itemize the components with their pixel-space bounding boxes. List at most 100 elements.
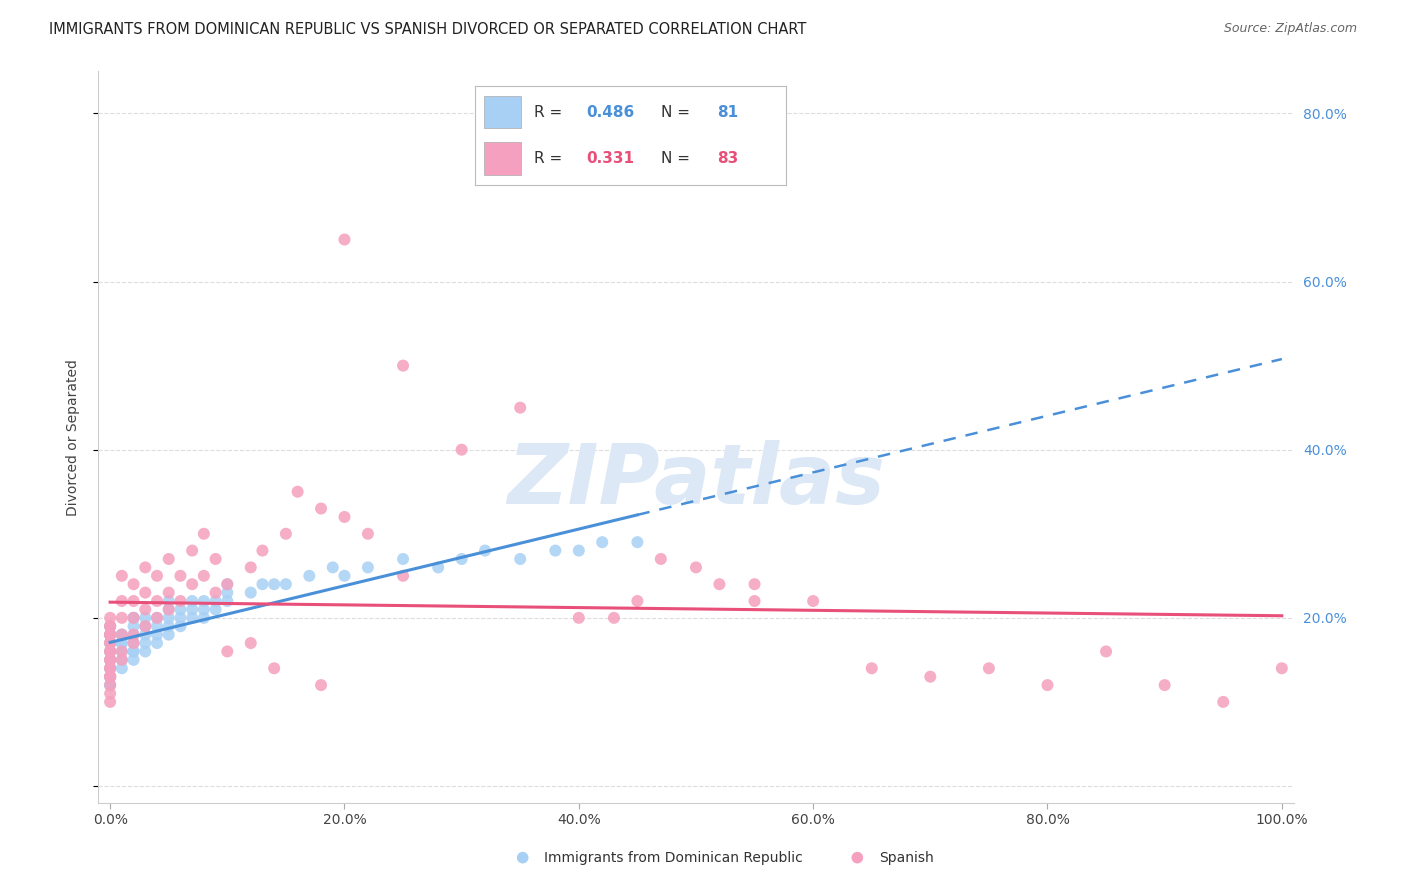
Point [169,611,191,625]
Point [146,611,169,625]
Point [111,636,134,650]
Point [134,611,156,625]
Point [217,577,239,591]
Point [169,594,191,608]
Point [392,552,415,566]
Y-axis label: Divorced or Separated: Divorced or Separated [66,359,80,516]
Point [98,686,121,700]
Point [263,577,285,591]
Point [1212,695,1234,709]
Point [98,670,121,684]
Point [801,594,824,608]
Point [357,526,380,541]
Point [146,594,169,608]
Point [98,644,121,658]
Point [193,611,215,625]
Point [842,842,865,856]
Point [157,552,180,566]
Point [122,619,145,633]
Point [193,602,215,616]
Text: IMMIGRANTS FROM DOMINICAN REPUBLIC VS SPANISH DIVORCED OR SEPARATED CORRELATION : IMMIGRANTS FROM DOMINICAN REPUBLIC VS SP… [49,22,807,37]
Text: ZIPatlas: ZIPatlas [508,441,884,522]
Point [98,653,121,667]
Point [98,644,121,658]
Point [134,619,156,633]
Point [650,552,672,566]
Point [111,653,134,667]
Point [98,627,121,641]
Point [98,678,121,692]
Point [111,653,134,667]
Point [98,636,121,650]
Text: Spanish: Spanish [879,851,934,864]
Point [122,644,145,658]
Point [111,644,134,658]
Point [1036,678,1059,692]
Point [98,636,121,650]
Point [193,594,215,608]
Point [1271,661,1294,675]
Point [204,585,226,599]
Point [193,526,215,541]
Point [322,560,344,574]
Point [181,594,204,608]
Point [515,842,537,856]
Point [146,611,169,625]
Point [98,627,121,641]
Point [744,594,766,608]
Point [98,619,121,633]
Point [98,636,121,650]
Point [157,585,180,599]
Point [98,644,121,658]
Point [744,577,766,591]
Point [181,602,204,616]
Point [685,560,707,574]
Point [157,627,180,641]
Point [204,552,226,566]
Point [122,611,145,625]
Point [169,619,191,633]
Point [111,627,134,641]
Point [98,670,121,684]
Point [98,670,121,684]
Point [98,644,121,658]
Point [568,611,591,625]
Point [204,594,226,608]
Point [98,661,121,675]
Point [122,636,145,650]
Point [544,543,567,558]
Point [287,484,309,499]
Point [122,636,145,650]
Point [98,627,121,641]
Point [181,611,204,625]
Point [98,678,121,692]
Point [309,678,332,692]
Point [274,577,297,591]
Point [217,644,239,658]
Point [98,661,121,675]
Text: Source: ZipAtlas.com: Source: ZipAtlas.com [1223,22,1357,36]
Point [111,644,134,658]
Point [98,670,121,684]
Point [98,636,121,650]
Point [122,611,145,625]
Point [98,636,121,650]
Point [603,611,626,625]
Point [239,560,262,574]
Point [98,611,121,625]
Point [357,560,380,574]
Point [111,636,134,650]
Point [98,627,121,641]
Point [98,619,121,633]
Point [111,627,134,641]
Text: Immigrants from Dominican Republic: Immigrants from Dominican Republic [544,851,803,864]
Point [98,695,121,709]
Point [450,552,472,566]
Point [157,602,180,616]
Point [239,636,262,650]
Point [392,569,415,583]
Point [98,661,121,675]
Point [427,560,450,574]
Point [122,653,145,667]
Point [122,644,145,658]
